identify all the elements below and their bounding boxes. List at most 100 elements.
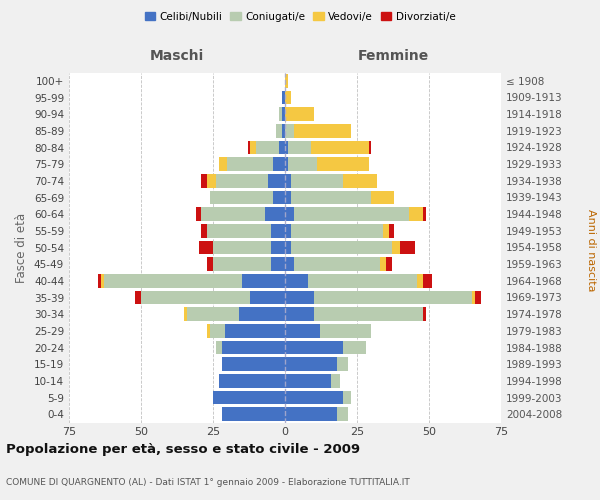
Bar	[288, 140, 311, 154]
Bar	[187, 308, 239, 321]
Bar	[268, 174, 285, 188]
Bar	[371, 190, 394, 204]
Bar	[423, 274, 432, 287]
Bar	[227, 158, 274, 171]
Bar	[213, 390, 285, 404]
Bar	[285, 224, 291, 237]
Bar	[314, 290, 472, 304]
Bar	[423, 308, 426, 321]
Bar	[221, 358, 285, 371]
Bar	[285, 274, 308, 287]
Bar	[285, 408, 337, 421]
Bar	[285, 74, 288, 88]
Bar	[210, 190, 274, 204]
Bar	[285, 324, 320, 338]
Bar	[101, 274, 104, 287]
Bar	[271, 258, 285, 271]
Bar	[141, 290, 250, 304]
Bar	[293, 124, 351, 138]
Bar	[279, 108, 282, 121]
Bar	[308, 274, 418, 287]
Bar	[472, 290, 475, 304]
Bar	[337, 408, 349, 421]
Bar	[104, 274, 242, 287]
Bar	[343, 174, 377, 188]
Bar	[368, 140, 371, 154]
Bar	[285, 340, 343, 354]
Bar	[250, 140, 256, 154]
Bar	[285, 358, 337, 371]
Bar	[285, 174, 291, 188]
Bar	[285, 374, 331, 388]
Bar	[202, 208, 265, 221]
Bar	[202, 174, 207, 188]
Text: Femmine: Femmine	[358, 48, 428, 62]
Bar	[386, 258, 392, 271]
Bar	[291, 190, 371, 204]
Bar	[282, 90, 285, 104]
Bar	[288, 158, 317, 171]
Bar	[285, 158, 288, 171]
Legend: Celibi/Nubili, Coniugati/e, Vedovi/e, Divorziati/e: Celibi/Nubili, Coniugati/e, Vedovi/e, Di…	[140, 8, 460, 26]
Bar	[271, 224, 285, 237]
Bar	[285, 390, 343, 404]
Bar	[475, 290, 481, 304]
Bar	[221, 408, 285, 421]
Bar	[285, 124, 293, 138]
Bar	[314, 308, 423, 321]
Bar	[271, 240, 285, 254]
Bar	[210, 324, 224, 338]
Bar	[207, 324, 210, 338]
Bar	[285, 108, 314, 121]
Bar	[202, 224, 207, 237]
Bar	[320, 324, 371, 338]
Bar	[242, 274, 285, 287]
Bar	[400, 240, 415, 254]
Y-axis label: Fasce di età: Fasce di età	[16, 212, 28, 282]
Bar	[265, 208, 285, 221]
Bar	[256, 140, 279, 154]
Bar	[184, 308, 187, 321]
Bar	[216, 174, 268, 188]
Bar	[423, 208, 426, 221]
Bar	[383, 224, 389, 237]
Bar	[285, 90, 291, 104]
Bar	[274, 158, 285, 171]
Bar	[285, 190, 291, 204]
Bar	[418, 274, 423, 287]
Bar	[293, 258, 380, 271]
Bar	[317, 158, 368, 171]
Bar	[285, 308, 314, 321]
Bar	[98, 274, 101, 287]
Bar	[285, 258, 293, 271]
Text: Popolazione per età, sesso e stato civile - 2009: Popolazione per età, sesso e stato civil…	[6, 442, 360, 456]
Bar	[224, 324, 285, 338]
Bar	[219, 374, 285, 388]
Text: Anni di nascita: Anni di nascita	[586, 209, 596, 291]
Text: COMUNE DI QUARGNENTO (AL) - Dati ISTAT 1° gennaio 2009 - Elaborazione TUTTITALIA: COMUNE DI QUARGNENTO (AL) - Dati ISTAT 1…	[6, 478, 410, 487]
Bar	[248, 140, 250, 154]
Bar	[279, 140, 285, 154]
Text: Maschi: Maschi	[150, 48, 204, 62]
Bar	[199, 240, 213, 254]
Bar	[293, 208, 409, 221]
Bar	[285, 140, 288, 154]
Bar	[291, 224, 383, 237]
Bar	[207, 224, 271, 237]
Bar	[380, 258, 386, 271]
Bar	[331, 374, 340, 388]
Bar	[221, 340, 285, 354]
Bar	[343, 390, 351, 404]
Bar	[213, 240, 271, 254]
Bar	[291, 240, 392, 254]
Bar	[274, 190, 285, 204]
Bar	[216, 340, 221, 354]
Bar	[291, 174, 343, 188]
Bar	[239, 308, 285, 321]
Bar	[389, 224, 394, 237]
Bar	[277, 124, 282, 138]
Bar	[250, 290, 285, 304]
Bar	[213, 258, 271, 271]
Bar	[135, 290, 141, 304]
Bar	[343, 340, 365, 354]
